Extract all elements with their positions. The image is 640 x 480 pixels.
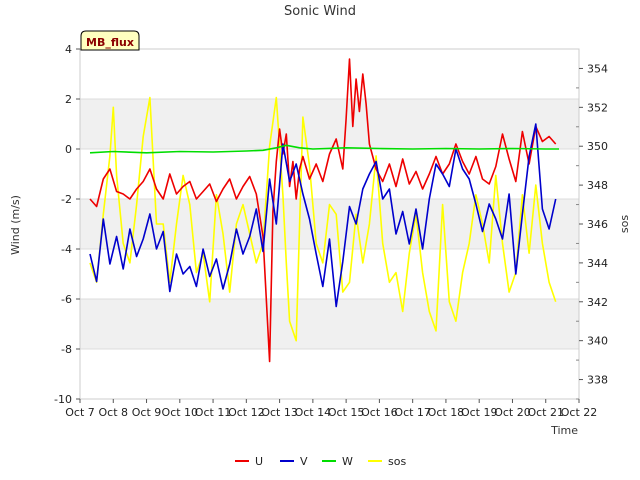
x-tick-label: Oct 11 [195,406,232,419]
x-axis-label: Time [550,424,578,437]
series-line-v [89,123,557,308]
background-band [80,299,579,349]
x-tick-label: Oct 22 [561,406,598,419]
y2-tick-label: 342 [587,296,608,309]
left-axis-ticks: -10 -8 -6 -4 -2 0 2 4 [54,43,80,406]
chart-title: Sonic Wind [284,4,356,19]
y2-tick-label: 350 [587,140,608,153]
background-band [80,99,579,149]
y-tick-label: -2 [61,193,72,206]
legend-label-u: U [255,455,263,468]
y-tick-label: -10 [54,393,72,406]
x-tick-label: Oct 10 [162,406,199,419]
y2-tick-label: 338 [587,374,608,387]
x-tick-label: Oct 16 [361,406,398,419]
y-tick-label: 0 [65,143,72,156]
x-tick-label: Oct 13 [261,406,298,419]
x-tick-label: Oct 15 [328,406,365,419]
series-layer [89,58,559,363]
y2-tick-label: 340 [587,335,608,348]
series-line-w [89,144,559,154]
y2-tick-label: 348 [587,179,608,192]
site-badge: MB_flux [80,30,140,51]
y-tick-label: -4 [61,243,72,256]
x-tick-label: Oct 18 [428,406,465,419]
y2-tick-label: 344 [587,257,608,270]
x-tick-label: Oct 12 [228,406,265,419]
y-tick-label: -8 [61,343,72,356]
y2-tick-label: 354 [587,62,608,75]
y2-tick-label: 352 [587,101,608,114]
x-tick-label: Oct 8 [99,406,129,419]
y-axis-label: Wind (m/s) [9,195,22,255]
x-tick-label: Oct 19 [461,406,498,419]
x-tick-label: Oct 7 [65,406,95,419]
y2-tick-label: 346 [587,218,608,231]
y-tick-label: -6 [61,293,72,306]
x-tick-label: Oct 9 [132,406,162,419]
y-tick-label: 4 [65,43,72,56]
legend-label-sos: sos [388,455,406,468]
badge-label: MB_flux [86,36,134,49]
y-tick-label: 2 [65,93,72,106]
badge-shape [80,30,140,51]
legend-label-v: V [300,455,308,468]
series-line-u [89,58,557,363]
right-axis-ticks: 338 340 342 344 346 348 350 352 354 [576,62,608,400]
x-tick-label: Oct 14 [295,406,332,419]
y2-axis-label: sos [618,215,631,233]
x-tick-label: Oct 17 [394,406,431,419]
x-tick-label: Oct 21 [527,406,564,419]
legend-label-w: W [342,455,353,468]
x-tick-label: Oct 20 [494,406,531,419]
